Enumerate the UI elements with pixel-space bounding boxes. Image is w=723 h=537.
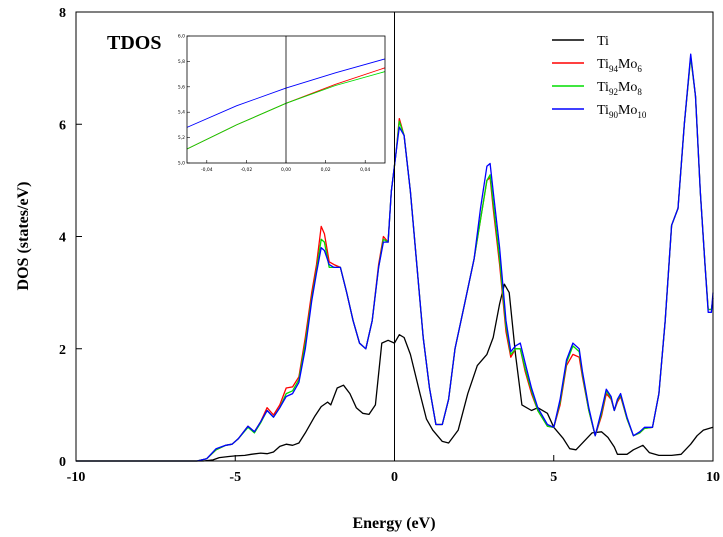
inset-x-tick-label: -0,04 [201,167,213,173]
inset-y-ticks: 5,0 5,2 5,4 5,6 5,8 6,0 [178,34,190,167]
y-tick-label: 2 [59,343,66,358]
inset-y-tick-label: 5,4 [178,110,185,116]
inset-x-tick-label: 0,02 [321,167,331,173]
y-tick-label: 6 [59,118,66,133]
inset-y-tick-label: 5,0 [178,161,185,167]
y-axis-ticks: 0 2 4 6 8 [59,6,82,470]
inset-y-tick-label: 6,0 [178,34,185,40]
x-tick-label: 0 [391,470,398,485]
legend-label-1: Ti94Mo6 [597,57,642,74]
y-tick-label: 4 [59,231,66,246]
inset-y-tick-label: 5,6 [178,84,185,90]
x-tick-label: -10 [67,470,86,485]
series-line-3 [76,53,714,462]
legend-label-3: Ti90Mo10 [597,103,647,120]
x-tick-label: 5 [550,470,557,485]
inset-x-tick-label: 0,00 [281,167,291,173]
x-axis-ticks: -10 -5 0 5 10 [67,455,720,485]
legend-label-2: Ti92Mo8 [597,80,642,97]
x-tick-label: -5 [229,470,241,485]
inset-plot: -0,04 -0,02 0,00 0,02 0,04 5,0 5,2 5,4 5,6 5,8 6,… [178,34,386,173]
series-line-0 [76,283,714,462]
main-series-group [76,53,714,462]
inset-x-ticks: -0,04 -0,02 0,00 0,02 0,04 [201,160,370,173]
legend-label-0: Ti [597,34,609,49]
inset-y-tick-label: 5,8 [178,59,185,65]
x-axis-label: Energy (eV) [352,515,435,532]
y-tick-label: 8 [59,6,66,21]
main-plot-area: -10 -5 0 5 10 0 2 4 6 8 [59,6,720,485]
inset-x-tick-label: 0,04 [360,167,370,173]
x-tick-label: 10 [706,470,720,485]
y-axis-label: DOS (states/eV) [15,182,32,291]
legend: Ti Ti94Mo6 Ti92Mo8 Ti90Mo10 [552,34,647,120]
y-tick-label: 0 [59,455,66,470]
inset-y-tick-label: 5,2 [178,135,185,141]
chart-title: TDOS [107,32,161,54]
inset-x-tick-label: -0,02 [241,167,253,173]
